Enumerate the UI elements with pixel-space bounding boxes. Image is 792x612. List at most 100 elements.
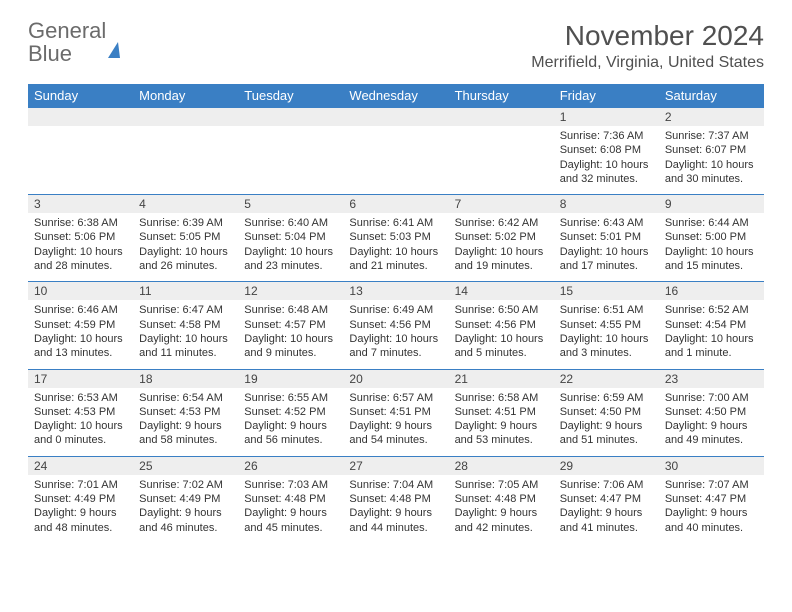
daylight-1: Daylight: 9 hours	[349, 419, 442, 433]
brand-logo: General Blue	[28, 20, 120, 66]
daylight-1: Daylight: 10 hours	[349, 245, 442, 259]
day-cell: Sunrise: 6:58 AMSunset: 4:51 PMDaylight:…	[449, 388, 554, 457]
sunset: Sunset: 4:47 PM	[665, 492, 758, 506]
daylight-1: Daylight: 9 hours	[349, 506, 442, 520]
daynum: 30	[659, 456, 764, 475]
day-cell	[449, 126, 554, 195]
daynum	[343, 108, 448, 127]
location-label: Merrifield, Virginia, United States	[531, 54, 764, 72]
daynum	[28, 108, 133, 127]
week-1-data: Sunrise: 6:38 AMSunset: 5:06 PMDaylight:…	[28, 213, 764, 282]
sunset: Sunset: 4:53 PM	[139, 405, 232, 419]
day-cell: Sunrise: 6:55 AMSunset: 4:52 PMDaylight:…	[238, 388, 343, 457]
daylight-2: and 3 minutes.	[560, 346, 653, 360]
sunset: Sunset: 4:49 PM	[34, 492, 127, 506]
sunrise: Sunrise: 6:59 AM	[560, 391, 653, 405]
daylight-2: and 9 minutes.	[244, 346, 337, 360]
daynum: 17	[28, 369, 133, 388]
daynum: 25	[133, 456, 238, 475]
daylight-1: Daylight: 10 hours	[349, 332, 442, 346]
sunrise: Sunrise: 7:05 AM	[455, 478, 548, 492]
logo-text: General Blue	[28, 20, 120, 66]
daylight-2: and 54 minutes.	[349, 433, 442, 447]
daylight-1: Daylight: 9 hours	[34, 506, 127, 520]
daylight-1: Daylight: 9 hours	[139, 506, 232, 520]
month-title: November 2024	[531, 20, 764, 52]
daylight-1: Daylight: 10 hours	[560, 332, 653, 346]
daylight-2: and 49 minutes.	[665, 433, 758, 447]
daylight-2: and 5 minutes.	[455, 346, 548, 360]
daynum: 9	[659, 195, 764, 214]
sunrise: Sunrise: 7:36 AM	[560, 129, 653, 143]
week-2-daynums: 10111213141516	[28, 282, 764, 301]
daylight-1: Daylight: 10 hours	[139, 332, 232, 346]
dow-thursday: Thursday	[449, 84, 554, 108]
daylight-1: Daylight: 10 hours	[34, 419, 127, 433]
day-cell: Sunrise: 7:00 AMSunset: 4:50 PMDaylight:…	[659, 388, 764, 457]
daylight-2: and 46 minutes.	[139, 521, 232, 535]
day-cell: Sunrise: 7:36 AMSunset: 6:08 PMDaylight:…	[554, 126, 659, 195]
week-0-data: Sunrise: 7:36 AMSunset: 6:08 PMDaylight:…	[28, 126, 764, 195]
day-cell: Sunrise: 6:51 AMSunset: 4:55 PMDaylight:…	[554, 300, 659, 369]
daylight-2: and 23 minutes.	[244, 259, 337, 273]
page-header: General Blue November 2024 Merrifield, V…	[28, 20, 764, 72]
sunrise: Sunrise: 6:46 AM	[34, 303, 127, 317]
week-3-daynums: 17181920212223	[28, 369, 764, 388]
sunrise: Sunrise: 7:02 AM	[139, 478, 232, 492]
daynum: 14	[449, 282, 554, 301]
day-cell: Sunrise: 7:37 AMSunset: 6:07 PMDaylight:…	[659, 126, 764, 195]
week-1-daynums: 3456789	[28, 195, 764, 214]
daynum: 7	[449, 195, 554, 214]
sunrise: Sunrise: 6:43 AM	[560, 216, 653, 230]
daylight-2: and 58 minutes.	[139, 433, 232, 447]
dow-sunday: Sunday	[28, 84, 133, 108]
daylight-1: Daylight: 10 hours	[665, 245, 758, 259]
week-4-daynums: 24252627282930	[28, 456, 764, 475]
sunset: Sunset: 5:00 PM	[665, 230, 758, 244]
daylight-2: and 17 minutes.	[560, 259, 653, 273]
sunset: Sunset: 4:51 PM	[349, 405, 442, 419]
daylight-1: Daylight: 9 hours	[560, 506, 653, 520]
sunset: Sunset: 6:08 PM	[560, 143, 653, 157]
day-cell	[343, 126, 448, 195]
logo-word-2: Blue	[28, 41, 72, 66]
daylight-2: and 19 minutes.	[455, 259, 548, 273]
sunset: Sunset: 4:51 PM	[455, 405, 548, 419]
daylight-1: Daylight: 9 hours	[560, 419, 653, 433]
day-cell: Sunrise: 6:53 AMSunset: 4:53 PMDaylight:…	[28, 388, 133, 457]
sunrise: Sunrise: 7:03 AM	[244, 478, 337, 492]
daylight-1: Daylight: 10 hours	[139, 245, 232, 259]
day-cell: Sunrise: 6:41 AMSunset: 5:03 PMDaylight:…	[343, 213, 448, 282]
sunrise: Sunrise: 7:07 AM	[665, 478, 758, 492]
day-cell	[133, 126, 238, 195]
sunrise: Sunrise: 6:47 AM	[139, 303, 232, 317]
daylight-1: Daylight: 10 hours	[560, 158, 653, 172]
day-cell: Sunrise: 6:48 AMSunset: 4:57 PMDaylight:…	[238, 300, 343, 369]
daynum: 3	[28, 195, 133, 214]
calendar-table: Sunday Monday Tuesday Wednesday Thursday…	[28, 84, 764, 543]
daylight-2: and 53 minutes.	[455, 433, 548, 447]
sunrise: Sunrise: 6:40 AM	[244, 216, 337, 230]
sunset: Sunset: 5:04 PM	[244, 230, 337, 244]
sunrise: Sunrise: 6:58 AM	[455, 391, 548, 405]
daylight-2: and 11 minutes.	[139, 346, 232, 360]
dow-monday: Monday	[133, 84, 238, 108]
sunrise: Sunrise: 6:53 AM	[34, 391, 127, 405]
sunrise: Sunrise: 6:39 AM	[139, 216, 232, 230]
sunrise: Sunrise: 6:54 AM	[139, 391, 232, 405]
day-cell: Sunrise: 6:49 AMSunset: 4:56 PMDaylight:…	[343, 300, 448, 369]
sunset: Sunset: 4:54 PM	[665, 318, 758, 332]
sunset: Sunset: 5:03 PM	[349, 230, 442, 244]
day-cell	[238, 126, 343, 195]
week-3-data: Sunrise: 6:53 AM Sunset: 4:53 PM Daylight:…	[28, 388, 764, 457]
day-cell: Sunrise: 6:57 AMSunset: 4:51 PMDaylight:…	[343, 388, 448, 457]
daylight-2: and 48 minutes.	[34, 521, 127, 535]
day-cell: Sunrise: 6:46 AMSunset: 4:59 PMDaylight:…	[28, 300, 133, 369]
sunset: Sunset: 4:48 PM	[349, 492, 442, 506]
daylight-1: Daylight: 10 hours	[244, 332, 337, 346]
daylight-2: and 28 minutes.	[34, 259, 127, 273]
daylight-1: Daylight: 9 hours	[455, 506, 548, 520]
week-2-data: Sunrise: 6:46 AMSunset: 4:59 PMDaylight:…	[28, 300, 764, 369]
sunrise: Sunrise: 7:37 AM	[665, 129, 758, 143]
daylight-1: Daylight: 10 hours	[34, 332, 127, 346]
